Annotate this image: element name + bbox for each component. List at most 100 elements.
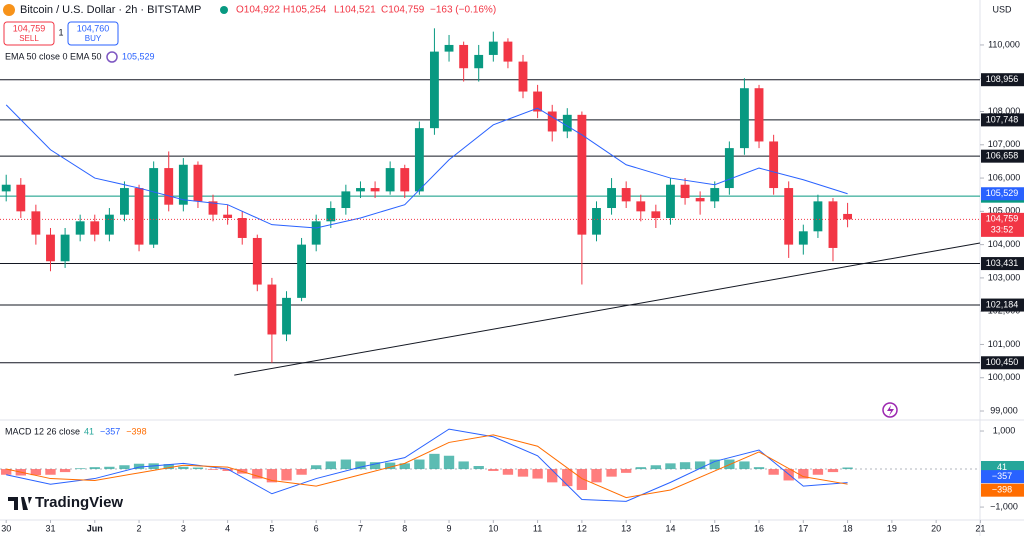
candle-body — [341, 191, 351, 209]
histogram-bar — [443, 455, 455, 470]
candle-body — [784, 188, 794, 245]
alert-icon[interactable] — [882, 402, 898, 418]
candle-body — [828, 201, 838, 248]
candle-body — [237, 218, 247, 238]
x-tick-label: 12 — [577, 523, 587, 533]
macd-value: −398 — [126, 426, 146, 436]
y-tick-label: 1,000 — [993, 425, 1016, 435]
histogram-bar — [635, 467, 646, 470]
candle-body — [444, 44, 454, 52]
buy-button[interactable] — [67, 21, 119, 46]
candle-body — [651, 211, 661, 218]
candle-body — [474, 54, 484, 69]
sell-price: 104,759 — [13, 23, 46, 33]
histogram-bar — [296, 469, 307, 475]
histogram-bar — [89, 467, 100, 470]
y-tick-label: 104,000 — [988, 239, 1021, 249]
countdown: 33:52 — [991, 225, 1014, 235]
candle-body — [400, 168, 410, 192]
y-tick-label: 105,000 — [988, 206, 1021, 216]
histogram-bar — [30, 469, 42, 476]
x-tick-label: 2 — [137, 523, 142, 533]
macd-badge-bg — [981, 470, 1024, 484]
candle-body — [134, 188, 144, 245]
candle-body — [724, 148, 734, 189]
x-tick-label: 8 — [402, 523, 407, 533]
currency[interactable]: USD — [992, 4, 1012, 14]
coin-icon — [3, 4, 15, 16]
x-tick-label: 6 — [314, 523, 319, 533]
level-badge: 106,658 — [986, 151, 1019, 161]
x-tick-label: 18 — [843, 523, 853, 533]
histogram-bar — [119, 465, 130, 470]
logo-text[interactable]: TradingView — [35, 494, 123, 511]
histogram-bar — [178, 466, 189, 470]
histogram-bar — [252, 469, 263, 479]
histogram-bar — [488, 469, 499, 471]
y-tick-label: 108,000 — [988, 106, 1021, 116]
histogram-bar — [325, 461, 336, 470]
level-badge: 100,450 — [986, 357, 1019, 367]
histogram-bar — [355, 461, 366, 470]
macd-line — [6, 428, 848, 502]
histogram-bar — [45, 469, 56, 475]
candle-body — [193, 164, 203, 202]
histogram-bar — [709, 459, 720, 470]
histogram-bar — [576, 469, 588, 490]
histogram-bar — [665, 463, 676, 470]
histogram-bar — [1, 469, 12, 475]
ema-badge: 105,529 — [986, 188, 1019, 198]
market-status — [220, 6, 228, 14]
level-badge-bg — [981, 113, 1024, 127]
indicator-value: 105,529 — [122, 51, 155, 61]
macd-badge-bg — [981, 483, 1024, 497]
histogram-bar — [842, 467, 853, 470]
y-tick-label: 106,000 — [988, 172, 1021, 182]
macd-value: −357 — [100, 426, 120, 436]
hist-badge: 41 — [997, 462, 1007, 472]
buy-price: 104,760 — [77, 23, 110, 33]
indicator-label[interactable]: EMA 50 close 0 EMA 50 — [5, 51, 102, 61]
candle-body — [769, 141, 779, 189]
candle-body — [503, 41, 513, 62]
plot: 99,000100,000101,000102,000103,000104,00… — [0, 28, 1024, 533]
candle-body — [695, 198, 705, 202]
candle-body — [547, 111, 557, 132]
histogram-bar — [502, 469, 514, 475]
candle-body — [710, 188, 720, 202]
histogram-bar — [827, 469, 839, 473]
x-tick-label: 11 — [533, 523, 542, 533]
x-tick-label: 14 — [665, 523, 675, 533]
candle-body — [46, 234, 55, 262]
level-badge-bg — [981, 356, 1024, 370]
last-price-bg — [981, 212, 1024, 237]
last-price: 104,759 — [986, 214, 1019, 224]
alert-bolt — [887, 405, 894, 416]
histogram-bar — [650, 465, 662, 470]
histogram-bar — [517, 469, 529, 477]
x-tick-label: 5 — [269, 523, 274, 533]
level-badge: 102,184 — [986, 299, 1019, 309]
histogram-bar — [369, 462, 381, 470]
histogram-bar — [694, 461, 706, 470]
histogram-bar — [606, 469, 617, 477]
x-tick-label: 19 — [887, 523, 897, 533]
x-tick-label: 13 — [621, 523, 631, 533]
symbol-title[interactable]: Bitcoin / U.S. Dollar · 2h · BITSTAMP — [20, 4, 201, 16]
candle-body — [356, 188, 365, 192]
candle-body — [164, 168, 174, 205]
ohlc-open: O104,922 — [236, 5, 280, 16]
y-tick-label: 107,000 — [988, 139, 1021, 149]
macd-value: 41 — [84, 426, 94, 436]
x-tick-label: 20 — [931, 523, 941, 533]
candle-body — [385, 168, 395, 192]
candle-body — [149, 168, 159, 245]
candle-body — [297, 244, 307, 298]
candle-body — [208, 201, 218, 215]
trendline — [234, 242, 981, 376]
candle-body — [370, 188, 380, 192]
x-tick-label: 17 — [798, 523, 808, 533]
sell-button[interactable] — [3, 21, 55, 46]
histogram-bar — [532, 469, 543, 479]
histogram-bar — [547, 469, 558, 483]
